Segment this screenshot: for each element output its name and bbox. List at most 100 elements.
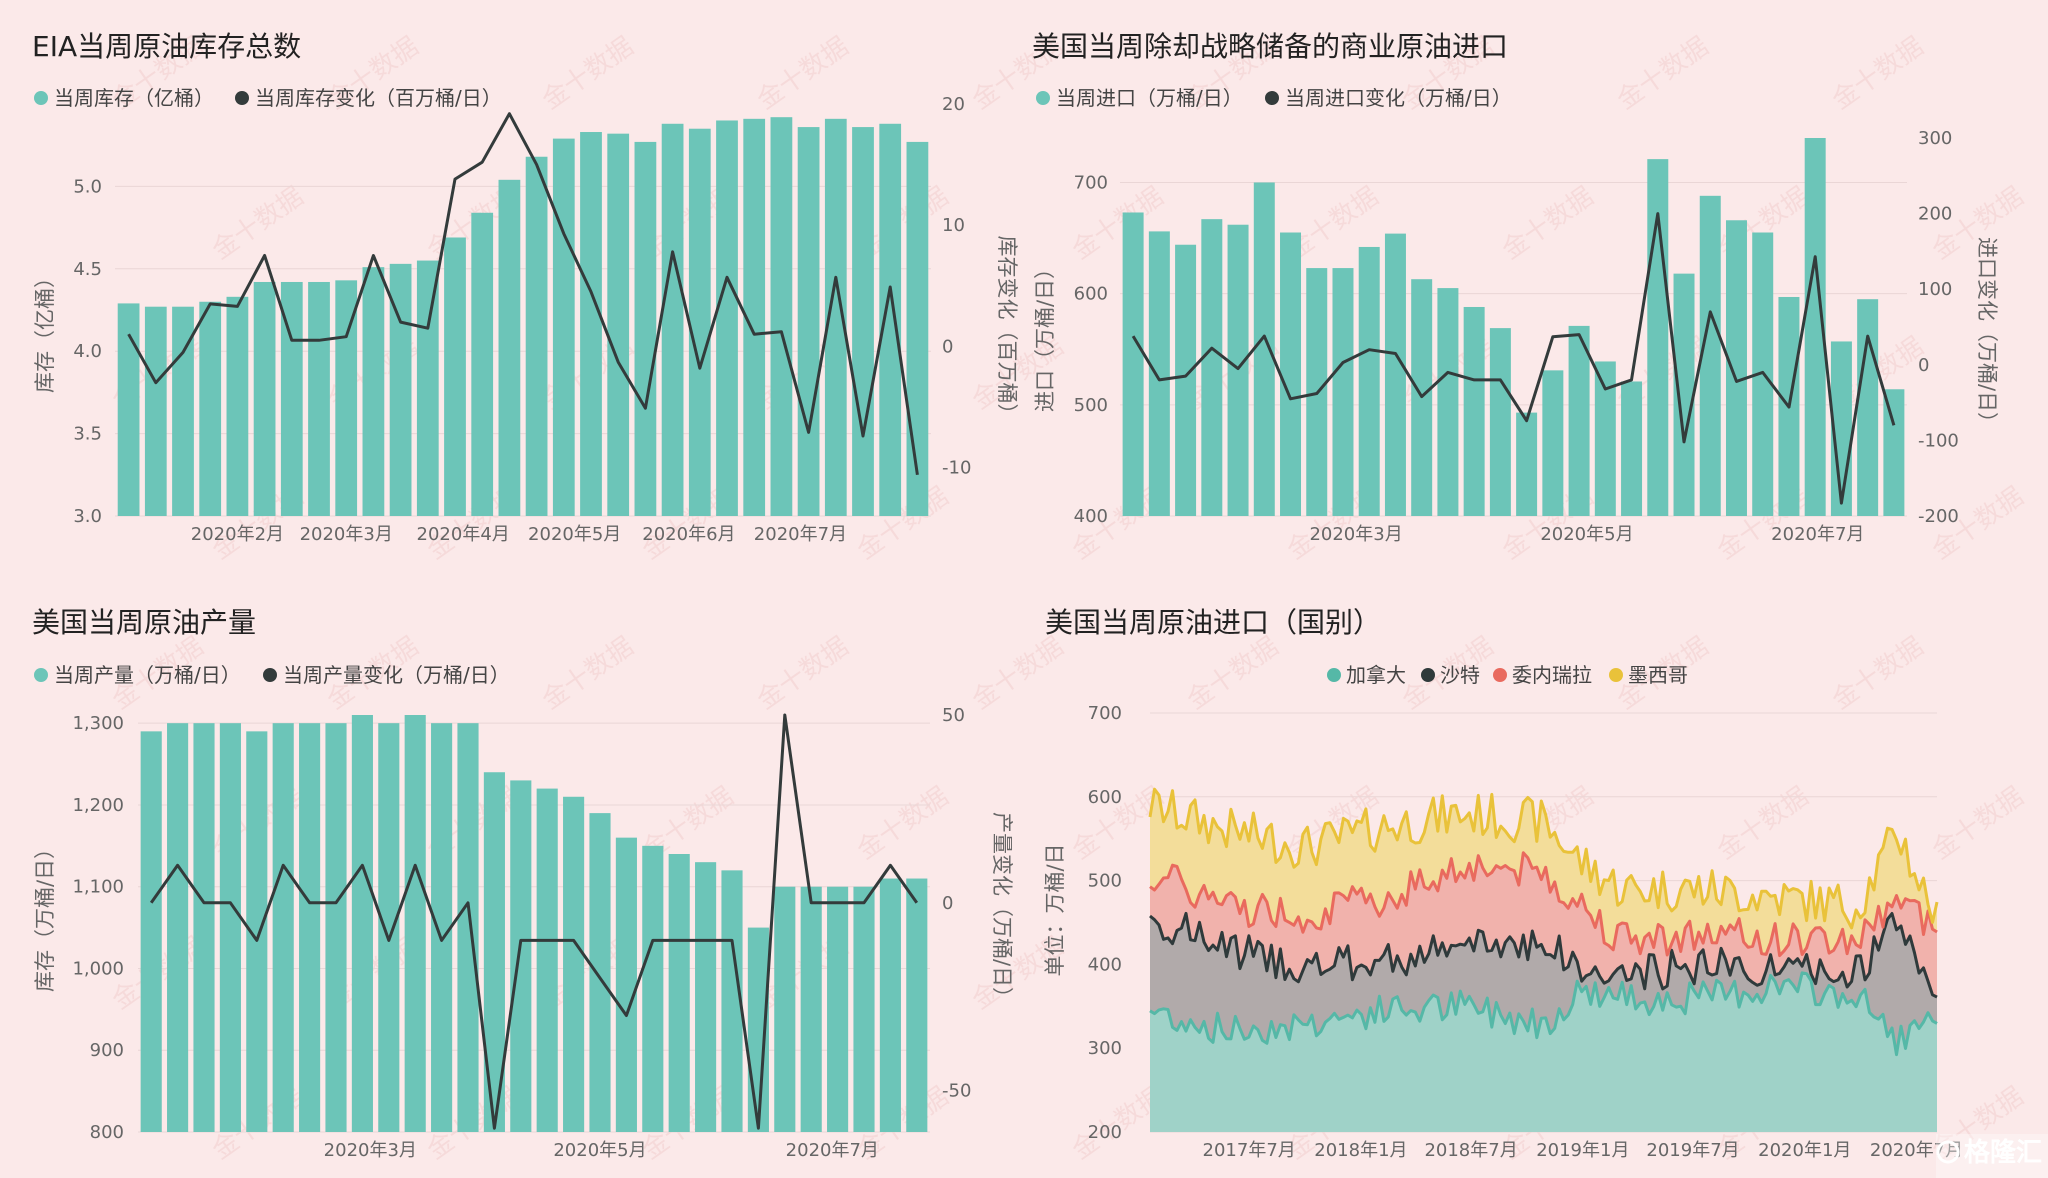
legend-inventory-label[interactable]: 当周库存（亿桶） xyxy=(54,86,214,110)
bar[interactable] xyxy=(1358,246,1380,516)
bar[interactable] xyxy=(1883,389,1905,516)
bar[interactable] xyxy=(906,878,928,1132)
bar[interactable] xyxy=(1725,220,1747,517)
line-canada[interactable] xyxy=(1149,971,1938,1057)
bar[interactable] xyxy=(879,878,901,1132)
legend-inventory-change-label[interactable]: 当周库存变化（百万桶/日） xyxy=(255,86,502,110)
legend-mexico-label[interactable]: 墨西哥 xyxy=(1628,663,1688,687)
bar[interactable] xyxy=(1463,306,1485,516)
bar[interactable] xyxy=(1542,370,1564,516)
bar[interactable] xyxy=(1673,273,1695,516)
bar[interactable] xyxy=(1621,381,1643,516)
bar[interactable] xyxy=(770,117,793,517)
legend-venezuela-label[interactable]: 委内瑞拉 xyxy=(1512,663,1592,687)
bar[interactable] xyxy=(510,780,532,1132)
bar[interactable] xyxy=(246,731,268,1132)
bar[interactable] xyxy=(1568,325,1590,516)
line-mexico[interactable] xyxy=(1148,787,1939,930)
bar[interactable] xyxy=(879,123,902,516)
bar[interactable] xyxy=(1148,231,1170,516)
bar[interactable] xyxy=(536,788,558,1132)
legend-canada-label[interactable]: 加拿大 xyxy=(1346,663,1406,687)
bar[interactable] xyxy=(906,141,929,517)
bar[interactable] xyxy=(580,132,602,517)
bar[interactable] xyxy=(1857,299,1879,516)
bar[interactable] xyxy=(335,280,358,516)
bar[interactable] xyxy=(1175,244,1197,516)
line-venezuela[interactable] xyxy=(1149,851,1938,958)
bar[interactable] xyxy=(668,854,690,1132)
bar[interactable] xyxy=(634,141,657,517)
bar[interactable] xyxy=(1594,361,1616,516)
line-saudi[interactable] xyxy=(1149,911,1938,999)
legend-production-marker[interactable] xyxy=(34,668,48,682)
bar[interactable] xyxy=(552,138,575,516)
bar[interactable] xyxy=(1384,233,1406,517)
bar[interactable] xyxy=(1516,412,1538,516)
bar[interactable] xyxy=(351,715,373,1132)
bar[interactable] xyxy=(743,118,766,516)
bar[interactable] xyxy=(199,301,222,516)
change-line[interactable] xyxy=(1131,212,1896,505)
bar[interactable] xyxy=(431,723,453,1132)
bar[interactable] xyxy=(325,723,347,1132)
change-line[interactable] xyxy=(127,112,919,476)
change-line[interactable] xyxy=(149,713,919,1130)
legend-production-label[interactable]: 当周产量（万桶/日） xyxy=(54,663,241,687)
legend-imports-change-label[interactable]: 当周进口变化（万桶/日） xyxy=(1285,86,1512,110)
bar[interactable] xyxy=(607,133,630,516)
bar[interactable] xyxy=(378,723,400,1132)
bar[interactable] xyxy=(853,886,875,1132)
bar[interactable] xyxy=(661,123,684,516)
bar[interactable] xyxy=(498,179,521,517)
bar[interactable] xyxy=(774,886,796,1132)
legend-imports-change-marker[interactable] xyxy=(1265,91,1279,105)
bar[interactable] xyxy=(716,120,738,516)
bar[interactable] xyxy=(471,212,494,516)
legend-production-change-label[interactable]: 当周产量变化（万桶/日） xyxy=(283,663,510,687)
legend-canada-marker[interactable] xyxy=(1327,668,1341,682)
bar[interactable] xyxy=(167,723,189,1132)
bar[interactable] xyxy=(362,267,385,516)
bar[interactable] xyxy=(695,862,717,1132)
legend-imports-marker[interactable] xyxy=(1036,91,1050,105)
bar[interactable] xyxy=(1332,268,1354,516)
legend-saudi-marker[interactable] xyxy=(1421,668,1435,682)
bar[interactable] xyxy=(404,715,426,1132)
bar[interactable] xyxy=(117,303,140,516)
legend-venezuela-marker[interactable] xyxy=(1493,668,1507,682)
bar[interactable] xyxy=(800,886,822,1132)
bar[interactable] xyxy=(721,870,743,1132)
bar[interactable] xyxy=(615,837,637,1132)
bar[interactable] xyxy=(272,723,294,1132)
bar[interactable] xyxy=(483,772,505,1132)
legend-mexico-marker[interactable] xyxy=(1609,668,1623,682)
bar[interactable] xyxy=(1227,224,1249,516)
bar[interactable] xyxy=(140,731,162,1132)
bar[interactable] xyxy=(144,306,167,516)
legend-imports-label[interactable]: 当周进口（万桶/日） xyxy=(1056,86,1243,110)
bar[interactable] xyxy=(416,260,439,516)
bar[interactable] xyxy=(1122,212,1144,517)
bar[interactable] xyxy=(226,296,249,516)
bar[interactable] xyxy=(1489,328,1511,516)
bar[interactable] xyxy=(457,723,479,1132)
bar[interactable] xyxy=(1804,138,1826,516)
legend-production-change-marker[interactable] xyxy=(263,668,277,682)
bar[interactable] xyxy=(308,281,330,516)
legend-inventory-change-marker[interactable] xyxy=(235,91,249,105)
bar[interactable] xyxy=(642,845,664,1132)
bar[interactable] xyxy=(1253,182,1275,516)
bar[interactable] xyxy=(1699,195,1721,516)
bar[interactable] xyxy=(688,128,711,516)
bar[interactable] xyxy=(193,723,215,1132)
bar[interactable] xyxy=(1280,232,1302,517)
bar[interactable] xyxy=(1437,288,1459,516)
bar[interactable] xyxy=(299,723,321,1132)
bar[interactable] xyxy=(852,127,874,517)
bar[interactable] xyxy=(797,127,820,517)
legend-inventory-marker[interactable] xyxy=(34,91,48,105)
bar[interactable] xyxy=(1201,219,1223,517)
bar[interactable] xyxy=(389,263,412,516)
bar[interactable] xyxy=(444,237,466,516)
